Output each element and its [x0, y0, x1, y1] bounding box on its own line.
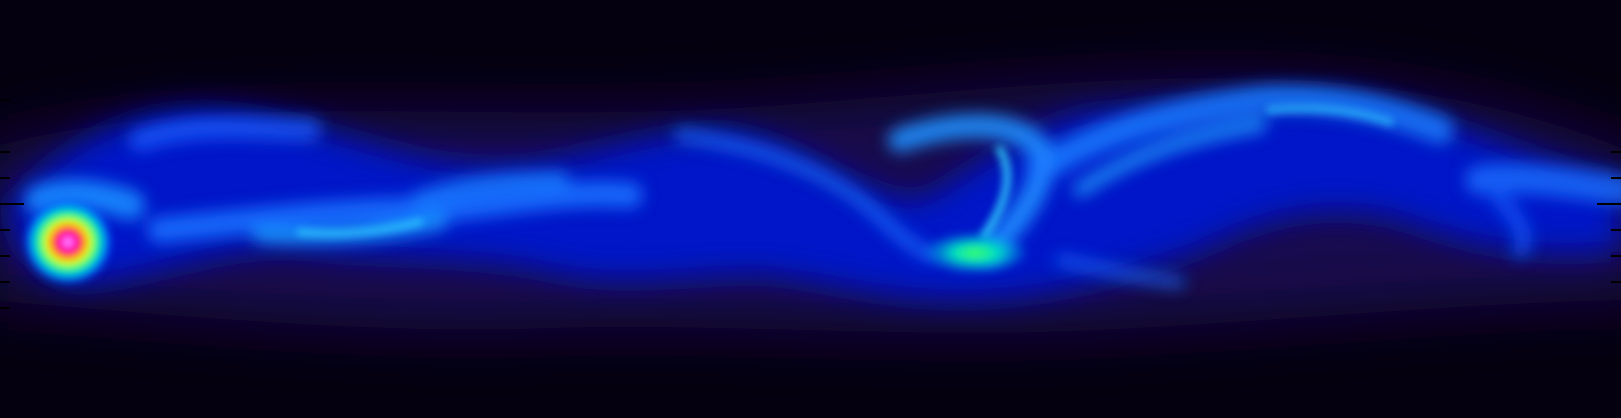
plume-body: [10, 98, 1621, 300]
secondary-bright-spot: [920, 231, 1030, 275]
plume-highlights: [296, 104, 1394, 240]
plume-filaments: [25, 85, 1621, 287]
edge-ticks: [0, 99, 1621, 309]
primary-hotspot: [22, 198, 114, 286]
